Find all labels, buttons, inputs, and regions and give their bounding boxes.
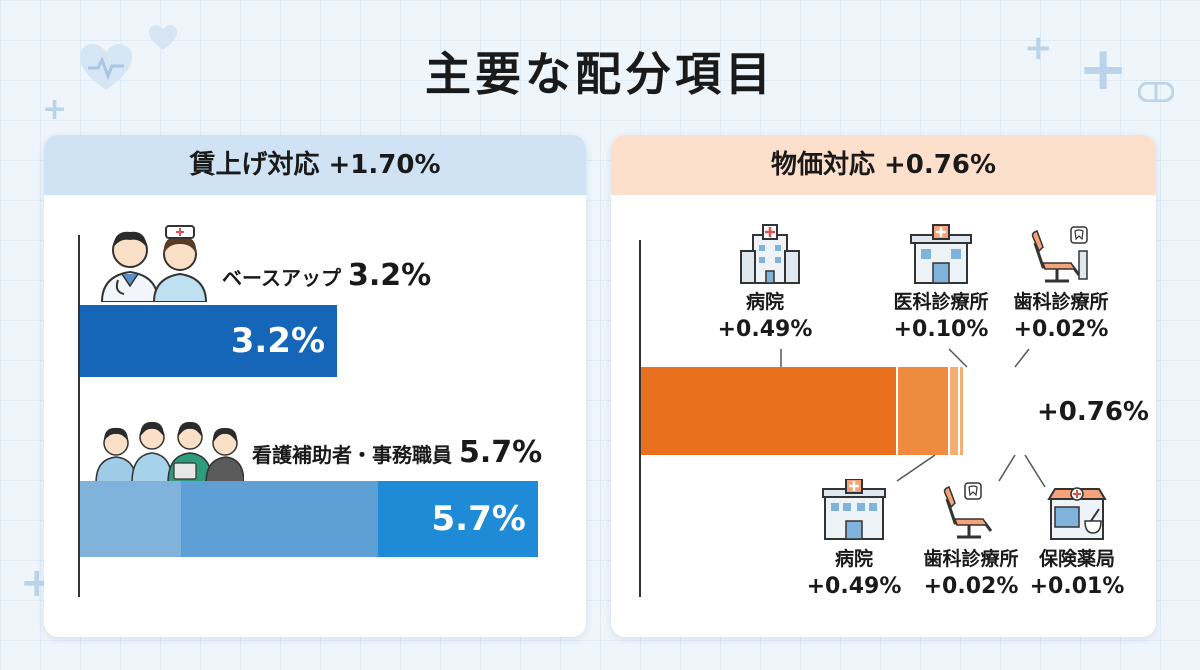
label-name: 病院: [745, 291, 784, 313]
pharmacy-icon: [1047, 487, 1107, 540]
y-axis: [639, 240, 641, 597]
plus-icon: +: [1078, 34, 1129, 104]
pill-icon: [1138, 82, 1174, 102]
label-hospital-bottom: 病院 +0.49%: [794, 545, 914, 601]
label-name: 歯科診療所: [1013, 291, 1109, 313]
connector-lines: [780, 348, 1046, 488]
bar-segment: [895, 367, 948, 455]
bar-segment: [641, 367, 896, 455]
heart-pulse-icon: [80, 44, 132, 90]
label-value: +0.49%: [806, 574, 902, 599]
bar-segment: [377, 481, 538, 557]
bar-label-value: 3.2%: [347, 258, 432, 293]
label-value: +0.49%: [717, 317, 813, 342]
bar-segment: [947, 367, 959, 455]
plus-icon: +: [42, 92, 68, 127]
bar-total-label: +0.76%: [1037, 397, 1149, 427]
label-value: +0.10%: [893, 317, 989, 342]
heart-icon: [149, 25, 177, 50]
medical-clinic-icon: [910, 224, 972, 284]
bar-value-label: 3.2%: [230, 321, 326, 361]
bar-segment: [180, 481, 378, 557]
label-name: 病院: [834, 548, 873, 570]
label-value: +0.01%: [1029, 574, 1125, 599]
bar-price-stack: [641, 367, 964, 455]
label-hospital-top: 病院 +0.49%: [705, 288, 825, 344]
staff-group-icon: [95, 421, 244, 483]
bar-base-up: 3.2%: [80, 305, 338, 377]
bar-segment: [80, 305, 338, 377]
label-dental-top: 歯科診療所 +0.02%: [1001, 288, 1121, 344]
wage-panel: 賃上げ対応 +1.70% ベースアップ 3.2% 3.2%: [44, 135, 586, 637]
bar-label-name: ベースアップ: [222, 266, 341, 290]
label-value: +0.02%: [1013, 317, 1109, 342]
price-panel-title: 物価対応 +0.76%: [611, 135, 1156, 195]
hospital-icon: [822, 479, 886, 540]
bar-segment: [80, 481, 181, 557]
dental-chair-icon: [943, 482, 993, 539]
bar-value-label: 5.7%: [431, 499, 526, 539]
bar-segment: [958, 367, 964, 455]
bar-assistants: 5.7%: [80, 481, 538, 557]
page-title: 主要な配分項目: [425, 47, 775, 101]
label-name: 医科診療所: [893, 291, 989, 313]
label-dental-bottom: 歯科診療所 +0.02%: [911, 545, 1031, 601]
label-pharmacy-bottom: 保険薬局 +0.01%: [1017, 545, 1137, 601]
bar-label-value: 5.7%: [458, 435, 543, 470]
label-name: 歯科診療所: [923, 548, 1019, 570]
y-axis: [78, 235, 80, 597]
bar-label-base-up: ベースアップ 3.2%: [222, 258, 431, 293]
wage-panel-title: 賃上げ対応 +1.70%: [44, 135, 586, 195]
bar-label-assistants: 看護補助者・事務職員 5.7%: [252, 435, 542, 470]
price-panel: 物価対応 +0.76% 病院 +0.49% 医科診療所 +0.10%: [611, 135, 1156, 637]
dental-chair-icon: [1031, 226, 1088, 283]
hospital-building-icon: [740, 224, 800, 284]
plus-icon: +: [1024, 28, 1053, 68]
label-name: 保険薬局: [1038, 548, 1115, 570]
doctor-nurse-icon: [100, 225, 208, 302]
bar-label-name: 看護補助者・事務職員: [252, 443, 452, 467]
label-value: +0.02%: [923, 574, 1019, 599]
label-clinic-top: 医科診療所 +0.10%: [881, 288, 1001, 344]
